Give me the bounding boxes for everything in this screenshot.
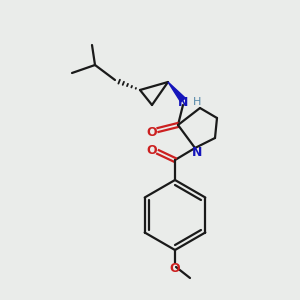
Text: O: O (170, 262, 180, 275)
Text: O: O (147, 143, 157, 157)
Text: N: N (192, 146, 202, 158)
Text: N: N (178, 97, 188, 110)
Text: O: O (147, 127, 157, 140)
Polygon shape (168, 82, 185, 102)
Text: H: H (193, 97, 201, 107)
